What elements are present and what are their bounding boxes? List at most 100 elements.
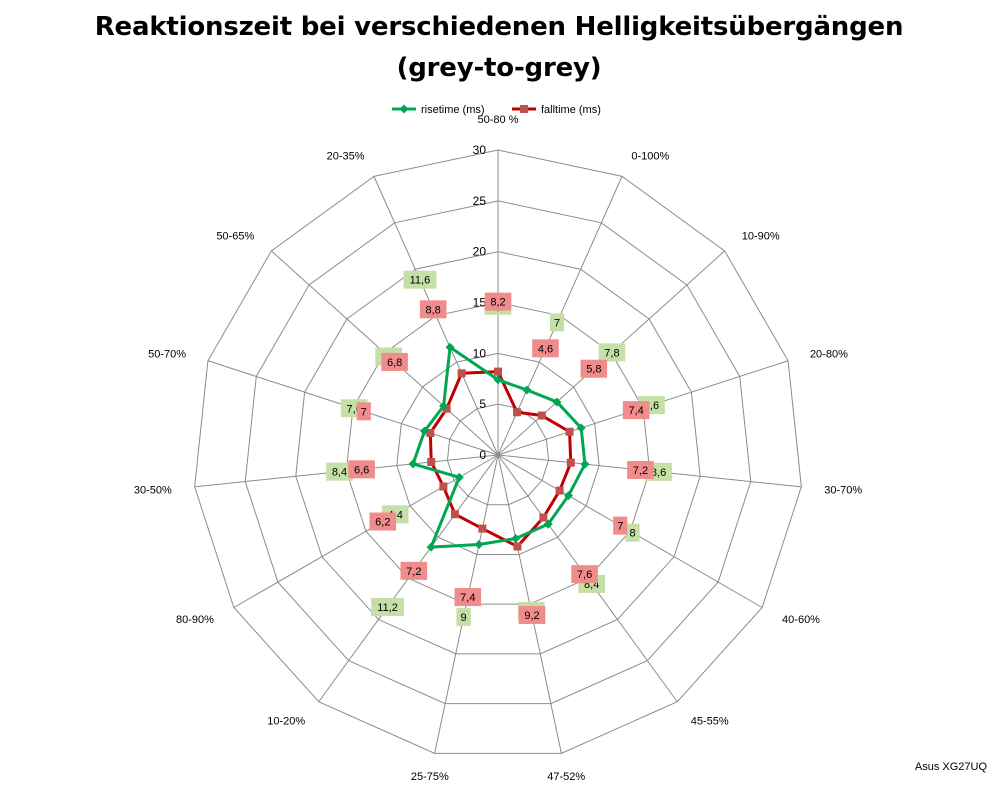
- falltime-data-label: 8,2: [490, 297, 505, 309]
- category-label: 50-70%: [148, 349, 186, 361]
- falltime-data-label-bg: [532, 339, 559, 358]
- falltime-point: [478, 524, 487, 533]
- falltime-data-label: 5,8: [586, 364, 601, 376]
- falltime-data-label: 7,2: [633, 465, 648, 477]
- falltime-data-label-bg: [381, 352, 408, 371]
- risetime-data-label-bg: [598, 343, 626, 362]
- grid-ring: [295, 251, 701, 655]
- falltime-point: [513, 408, 522, 417]
- falltime-data-label: 6,6: [354, 464, 369, 476]
- category-label: 10-20%: [267, 715, 305, 727]
- risetime-data-label-bg: [371, 597, 404, 616]
- falltime-point: [494, 367, 502, 376]
- legend-label-falltime: falltime (ms): [541, 104, 601, 116]
- falltime-point: [539, 513, 548, 522]
- falltime-point: [450, 510, 459, 519]
- falltime-data-label: 6,2: [375, 517, 390, 529]
- risetime-data-label: 7: [554, 317, 560, 329]
- falltime-data-label-bg: [454, 588, 482, 607]
- risetime-point: [576, 423, 586, 433]
- category-label: 30-50%: [134, 484, 172, 496]
- radial-tick-label: 30: [473, 143, 487, 157]
- falltime-data-label: 7,4: [460, 592, 475, 604]
- risetime-point: [454, 472, 464, 482]
- grid-ring: [396, 352, 600, 555]
- falltime-point: [439, 482, 448, 491]
- falltime-point: [442, 404, 451, 413]
- falltime-data-label-bg: [369, 512, 397, 531]
- radial-tick-label: 25: [473, 194, 487, 208]
- risetime-data-label: 11,6: [410, 275, 431, 287]
- falltime-point: [565, 427, 574, 436]
- grid-ring: [345, 301, 651, 605]
- falltime-point: [555, 486, 564, 495]
- category-label: 40-60%: [782, 614, 820, 626]
- falltime-point: [426, 429, 435, 438]
- falltime-data-label-bg: [356, 402, 371, 421]
- falltime-data-label: 7,4: [628, 405, 643, 417]
- category-label: 20-35%: [327, 150, 365, 162]
- radial-tick-label: 0: [479, 448, 486, 462]
- risetime-data-label: 9: [461, 612, 467, 624]
- risetime-point: [474, 540, 484, 550]
- category-label: 50-80 %: [478, 114, 519, 126]
- legend-label-risetime: risetime (ms): [421, 104, 485, 116]
- category-label: 80-90%: [176, 614, 214, 626]
- chart-title-line-1: Reaktionszeit bei verschiedenen Helligke…: [94, 12, 904, 42]
- grid-ring: [244, 200, 752, 705]
- risetime-point: [439, 401, 449, 411]
- risetime-data-label: 8,6: [651, 467, 666, 479]
- category-label: 10-90%: [742, 231, 780, 243]
- falltime-data-label: 7,6: [577, 569, 592, 581]
- radial-tick-label: 5: [479, 397, 486, 411]
- risetime-point: [445, 342, 455, 352]
- falltime-data-label-bg: [348, 460, 375, 479]
- series-line-risetime: [411, 345, 587, 549]
- category-label: 20-80%: [810, 349, 848, 361]
- falltime-data-label-bg: [613, 516, 628, 535]
- grid-ring: [446, 403, 550, 506]
- risetime-data-label-bg: [456, 607, 471, 626]
- falltime-data-label-bg: [580, 359, 608, 378]
- risetime-data-label-bg: [403, 270, 437, 289]
- falltime-data-label-bg: [622, 401, 650, 420]
- radial-tick-label: 10: [473, 346, 487, 360]
- falltime-data-label: 7: [361, 406, 367, 418]
- risetime-point: [511, 534, 521, 544]
- category-label: 50-65%: [216, 231, 254, 243]
- falltime-point: [537, 411, 546, 420]
- risetime-point: [563, 491, 573, 501]
- category-label: 45-55%: [691, 715, 729, 727]
- risetime-data-label-bg: [549, 313, 565, 332]
- falltime-point: [566, 458, 575, 467]
- risetime-point: [552, 397, 562, 407]
- falltime-data-label-bg: [571, 565, 598, 584]
- risetime-point: [493, 375, 503, 385]
- risetime-data-label: 11,2: [377, 602, 398, 614]
- falltime-point: [513, 542, 522, 551]
- falltime-data-label-bg: [400, 561, 428, 580]
- chart-title-line-2: (grey-to-grey): [396, 53, 602, 83]
- category-label: 0-100%: [631, 150, 669, 162]
- legend-marker-falltime: [520, 105, 528, 113]
- radial-tick-label: 15: [473, 296, 487, 310]
- category-label: 47-52%: [547, 771, 585, 783]
- falltime-data-label: 7: [617, 521, 623, 533]
- falltime-data-label-bg: [484, 292, 512, 311]
- risetime-point: [522, 385, 532, 395]
- falltime-data-label-bg: [518, 605, 546, 624]
- falltime-data-label: 4,6: [538, 343, 553, 355]
- risetime-data-label: 8: [629, 528, 635, 540]
- risetime-point: [426, 542, 436, 552]
- falltime-data-label: 8,8: [425, 304, 440, 316]
- falltime-data-label-bg: [419, 300, 447, 319]
- source-note: Asus XG27UQ: [914, 761, 987, 773]
- category-label: 25-75%: [411, 771, 449, 783]
- risetime-data-label-bg: [625, 523, 640, 542]
- category-label: 30-70%: [824, 484, 862, 496]
- grid-ring: [194, 149, 802, 754]
- risetime-data-label: 8,4: [332, 467, 347, 479]
- risetime-data-label: 7,8: [604, 347, 619, 359]
